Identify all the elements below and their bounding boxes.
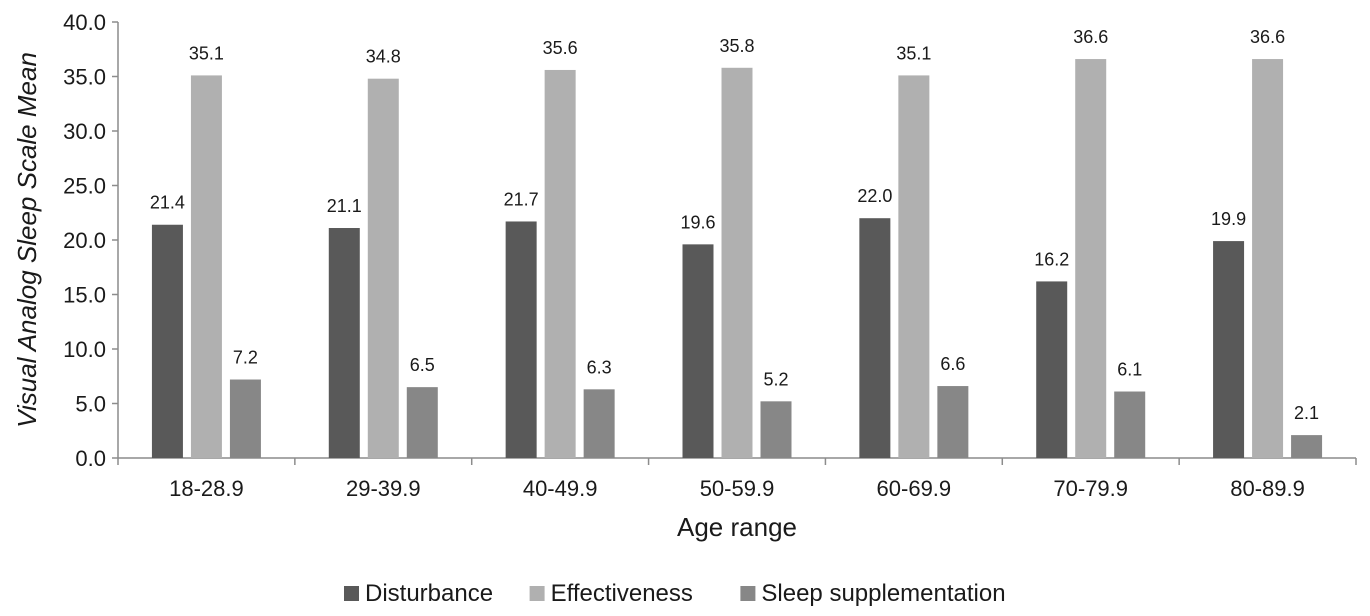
data-label: 21.4 [150,193,185,213]
bar [190,75,222,458]
y-tick-label: 25.0 [63,174,106,199]
x-tick-label: 40-49.9 [523,476,598,501]
legend: Disturbance Effectiveness Sleep supplement… [344,580,1006,607]
bar [1114,391,1146,458]
legend-label: Effectiveness [551,580,693,607]
data-label: 6.3 [587,357,612,377]
x-tick-label: 29-39.9 [346,476,421,501]
data-label: 6.1 [1117,360,1142,380]
data-label: 19.9 [1211,209,1246,229]
data-label: 6.5 [410,355,435,375]
data-label: 2.1 [1294,403,1319,423]
x-tick-label: 60-69.9 [877,476,952,501]
bar [229,379,261,458]
y-tick-label: 30.0 [63,119,106,144]
x-tick-label: 50-59.9 [700,476,775,501]
data-label: 35.6 [543,38,578,58]
y-tick-label: 10.0 [63,337,106,362]
data-label: 22.0 [857,186,892,206]
data-label: 6.6 [940,354,965,374]
data-label: 21.7 [504,189,539,209]
data-label: 36.6 [1250,27,1285,47]
bar [583,389,615,458]
x-tick-label: 18-28.9 [169,476,244,501]
data-label: 16.2 [1034,249,1069,269]
bar [937,386,969,458]
bar [1036,281,1068,458]
data-label: 35.1 [896,43,931,63]
data-label: 35.1 [189,43,224,63]
legend-label: Disturbance [365,580,493,607]
data-label: 21.1 [327,196,362,216]
bar [544,69,576,459]
data-label: 35.8 [719,36,754,56]
bar [1291,435,1323,458]
legend-swatch [344,586,359,601]
x-tick-label: 80-89.9 [1230,476,1305,501]
data-label: 34.8 [366,47,401,67]
bar [151,224,183,458]
bar [859,218,891,458]
y-tick-label: 40.0 [63,10,106,35]
y-tick-label: 0.0 [75,446,106,471]
y-axis-title: Visual Analog Sleep Scale Mean [12,52,42,428]
x-axis-title: Age range [677,512,797,542]
y-tick-label: 20.0 [63,228,106,253]
y-tick-label: 5.0 [75,392,106,417]
x-tick-label: 70-79.9 [1053,476,1128,501]
data-label: 19.6 [680,212,715,232]
data-label: 36.6 [1073,27,1108,47]
bar [328,228,360,458]
bar [1252,59,1284,459]
bar [760,401,792,458]
bar [898,75,930,458]
x-axis: 18-28.9 29-39.9 40-49.9 50-59.9 60-69.9 70-79… [117,457,1357,501]
y-tick-label: 15.0 [63,283,106,308]
data-label: 7.2 [233,348,258,368]
y-tick-label: 35.0 [63,65,106,90]
bar [1075,59,1107,459]
bars [151,59,1323,459]
legend-swatch [740,586,756,601]
bar [406,387,438,458]
data-label: 5.2 [763,369,788,389]
legend-swatch [529,586,545,601]
data-labels: 21.4 35.1 7.2 21.1 34.8 6.5 21.7 35.6 6.3 19.6 35.… [150,27,1319,423]
bar [682,244,714,458]
y-axis: 0.0 5.0 10.0 15.0 20.0 25.0 30.0 35.0 40.0 [63,10,119,471]
legend-label: Sleep supplementation [761,580,1005,607]
bar [1213,241,1245,458]
bar [367,78,399,459]
bar [721,67,753,458]
bar [505,221,537,458]
